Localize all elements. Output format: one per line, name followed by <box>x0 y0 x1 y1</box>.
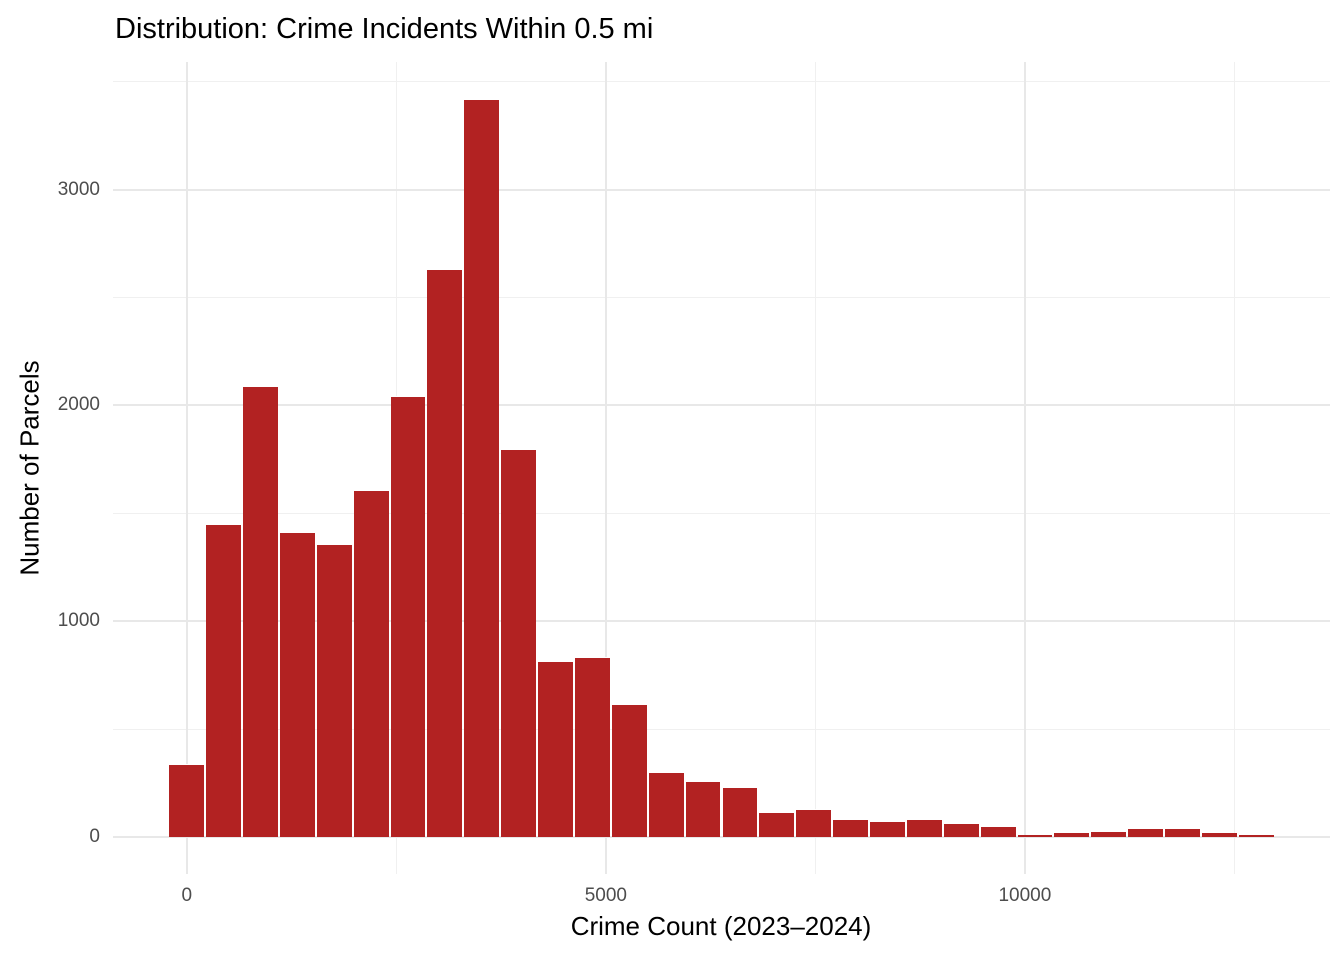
x-tick-label: 5000 <box>584 885 627 906</box>
histogram-bar <box>685 780 721 838</box>
histogram-bar <box>353 489 389 838</box>
histogram-bar <box>833 818 868 838</box>
histogram-bar <box>206 524 242 838</box>
histogram-bar <box>390 395 426 838</box>
histogram-bar <box>464 98 500 838</box>
x-tick-label: 0 <box>181 885 193 906</box>
major-gridline <box>113 620 1330 623</box>
histogram-bar <box>1054 831 1090 838</box>
histogram-bar <box>648 772 684 838</box>
major-gridline <box>113 404 1330 407</box>
major-gridline <box>1023 62 1026 874</box>
histogram-bar <box>538 661 573 838</box>
histogram-bar <box>1091 830 1127 838</box>
minor-gridline <box>113 81 1330 83</box>
histogram-bar <box>870 820 905 838</box>
histogram-bar <box>427 269 463 838</box>
histogram-bar <box>1201 832 1237 838</box>
x-axis-title: Crime Count (2023–2024) <box>570 911 872 941</box>
histogram-bar <box>980 826 1016 838</box>
histogram-bar <box>1017 834 1053 838</box>
major-gridline <box>604 62 607 874</box>
histogram-bar <box>501 448 537 838</box>
histogram-bar <box>169 763 205 838</box>
histogram-bar <box>796 809 832 838</box>
major-gridline <box>113 836 1330 839</box>
y-tick-label: 1000 <box>57 610 100 632</box>
minor-gridline <box>113 296 1330 298</box>
minor-gridline <box>113 728 1330 730</box>
chart-title: Distribution: Crime Incidents Within 0.5… <box>115 13 654 45</box>
histogram-bar <box>279 531 315 838</box>
minor-gridline <box>113 512 1330 514</box>
minor-gridline <box>814 62 816 874</box>
histogram-bar <box>1165 828 1200 838</box>
histogram-bar <box>574 656 610 838</box>
major-gridline <box>113 188 1330 191</box>
histogram-bar <box>943 823 979 838</box>
histogram-bar <box>243 385 278 838</box>
histogram-bar <box>722 787 758 838</box>
histogram-bar <box>611 704 647 838</box>
histogram-bar <box>906 818 942 838</box>
x-tick-label: 10000 <box>998 885 1052 906</box>
y-tick-label: 3000 <box>57 178 100 200</box>
minor-gridline <box>1233 62 1235 874</box>
y-tick-label: 0 <box>89 826 100 848</box>
histogram-bar <box>1238 835 1274 838</box>
histogram-bar <box>316 543 352 838</box>
plot-panel <box>113 62 1330 874</box>
y-tick-label: 2000 <box>57 394 100 416</box>
histogram-bar <box>759 812 795 838</box>
major-gridline <box>185 62 188 874</box>
histogram-bar <box>1128 828 1164 838</box>
